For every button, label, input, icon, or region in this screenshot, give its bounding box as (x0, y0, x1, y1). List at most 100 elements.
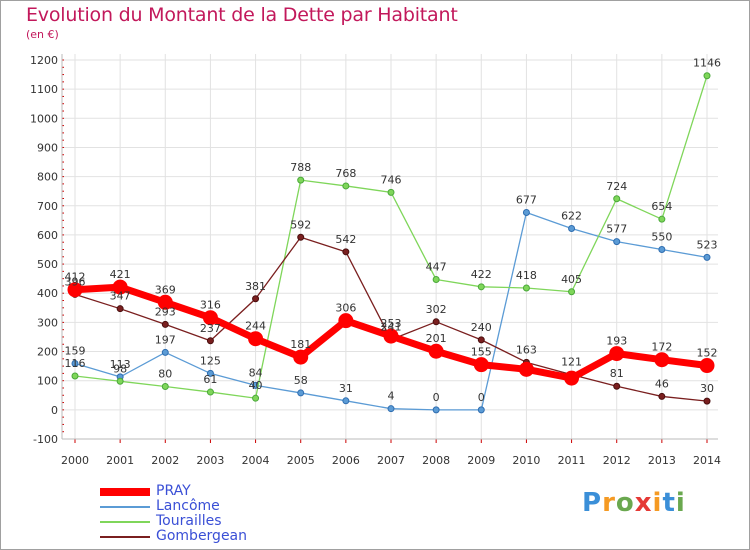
logo-letter: x (634, 488, 653, 518)
data-point-pray (383, 328, 399, 344)
data-point-lanc-me (206, 369, 214, 377)
x-tick-label: 2011 (558, 454, 586, 467)
data-point-tourailles (703, 72, 711, 80)
data-point-gombergean (297, 233, 305, 241)
y-tick-label: 900 (37, 141, 58, 154)
data-point-gombergean (342, 248, 350, 256)
data-point-lanc-me (703, 253, 711, 261)
data-point-pray (338, 313, 354, 329)
x-tick-label: 2012 (603, 454, 631, 467)
data-label-lanc-me: 197 (155, 333, 176, 346)
data-point-tourailles (658, 215, 666, 223)
logo-letter: i (675, 488, 686, 518)
data-label-gombergean: 381 (245, 280, 266, 293)
logo-letter: r (602, 488, 616, 518)
data-label-gombergean: 46 (655, 377, 669, 390)
data-label-lanc-me: 4 (388, 390, 395, 403)
data-label-gombergean: 81 (610, 367, 624, 380)
data-label-gombergean: 592 (290, 218, 311, 231)
data-point-gombergean (477, 336, 485, 344)
y-tick-label: 500 (37, 258, 58, 271)
legend-swatch (100, 521, 150, 523)
data-point-tourailles (161, 383, 169, 391)
x-tick-label: 2010 (512, 454, 540, 467)
data-point-pray (112, 279, 128, 295)
data-label-pray: 244 (245, 320, 266, 333)
data-label-pray: 306 (335, 302, 356, 315)
data-label-pray: 201 (426, 332, 447, 345)
data-label-pray: 152 (697, 347, 718, 360)
data-point-tourailles (342, 182, 350, 190)
data-label-gombergean: 347 (110, 290, 131, 303)
data-point-lanc-me (477, 406, 485, 414)
data-point-lanc-me (387, 405, 395, 413)
y-tick-label: 300 (37, 316, 58, 329)
data-label-tourailles: 447 (426, 261, 447, 274)
data-label-gombergean: 121 (561, 356, 582, 369)
data-point-tourailles (297, 176, 305, 184)
y-tick-label: 200 (37, 346, 58, 359)
data-label-tourailles: 116 (65, 357, 86, 370)
y-tick-label: 400 (37, 287, 58, 300)
x-tick-label: 2008 (422, 454, 450, 467)
y-tick-label: 100 (37, 375, 58, 388)
data-point-tourailles (71, 372, 79, 380)
chart-title: Evolution du Montant de la Dette par Hab… (26, 4, 458, 26)
data-label-lanc-me: 0 (478, 391, 485, 404)
data-label-pray: 172 (651, 341, 672, 354)
y-tick-label: 600 (37, 229, 58, 242)
data-point-gombergean (161, 320, 169, 328)
legend-label: Tourailles (156, 513, 222, 529)
data-point-pray (699, 358, 715, 374)
y-tick-label: 0 (51, 404, 58, 417)
x-tick-label: 2000 (61, 454, 89, 467)
data-point-pray (473, 357, 489, 373)
data-point-pray (202, 310, 218, 326)
data-label-pray: 193 (606, 335, 627, 348)
data-point-tourailles (477, 283, 485, 291)
data-label-lanc-me: 677 (516, 193, 537, 206)
data-point-pray (564, 370, 580, 386)
data-point-lanc-me (613, 238, 621, 246)
data-label-gombergean: 240 (471, 321, 492, 334)
data-label-tourailles: 405 (561, 273, 582, 286)
x-tick-label: 2001 (106, 454, 134, 467)
x-tick-label: 2004 (242, 454, 270, 467)
data-point-gombergean (703, 397, 711, 405)
data-label-lanc-me: 113 (110, 358, 131, 371)
data-label-pray: 253 (381, 317, 402, 330)
data-label-lanc-me: 125 (200, 354, 221, 367)
legend-label: PRAY (156, 483, 191, 499)
data-point-gombergean (252, 295, 260, 303)
data-label-pray: 369 (155, 283, 176, 296)
data-point-pray (67, 282, 83, 298)
data-label-tourailles: 788 (290, 161, 311, 174)
data-point-pray (428, 343, 444, 359)
data-point-pray (654, 352, 670, 368)
x-tick-label: 2005 (287, 454, 315, 467)
data-point-lanc-me (522, 208, 530, 216)
data-label-lanc-me: 159 (65, 344, 86, 357)
data-label-gombergean: 302 (426, 303, 447, 316)
data-label-tourailles: 40 (249, 379, 263, 392)
data-point-gombergean (116, 305, 124, 313)
x-tick-label: 2007 (377, 454, 405, 467)
data-point-tourailles (522, 284, 530, 292)
data-point-gombergean (206, 337, 214, 345)
data-point-lanc-me (432, 406, 440, 414)
data-label-gombergean: 396 (65, 275, 86, 288)
data-label-pray: 316 (200, 299, 221, 312)
x-tick-label: 2006 (332, 454, 360, 467)
data-label-lanc-me: 0 (433, 391, 440, 404)
y-tick-label: 1200 (30, 54, 58, 67)
data-label-tourailles: 98 (113, 362, 127, 375)
logo-letter: i (652, 488, 663, 518)
data-label-lanc-me: 523 (697, 238, 718, 251)
legend-label: Lancôme (156, 498, 220, 514)
data-label-tourailles: 654 (651, 200, 672, 213)
data-point-gombergean (613, 382, 621, 390)
data-point-lanc-me (71, 359, 79, 367)
data-label-gombergean: 293 (155, 305, 176, 318)
data-point-tourailles (206, 388, 214, 396)
data-label-tourailles: 61 (203, 373, 217, 386)
